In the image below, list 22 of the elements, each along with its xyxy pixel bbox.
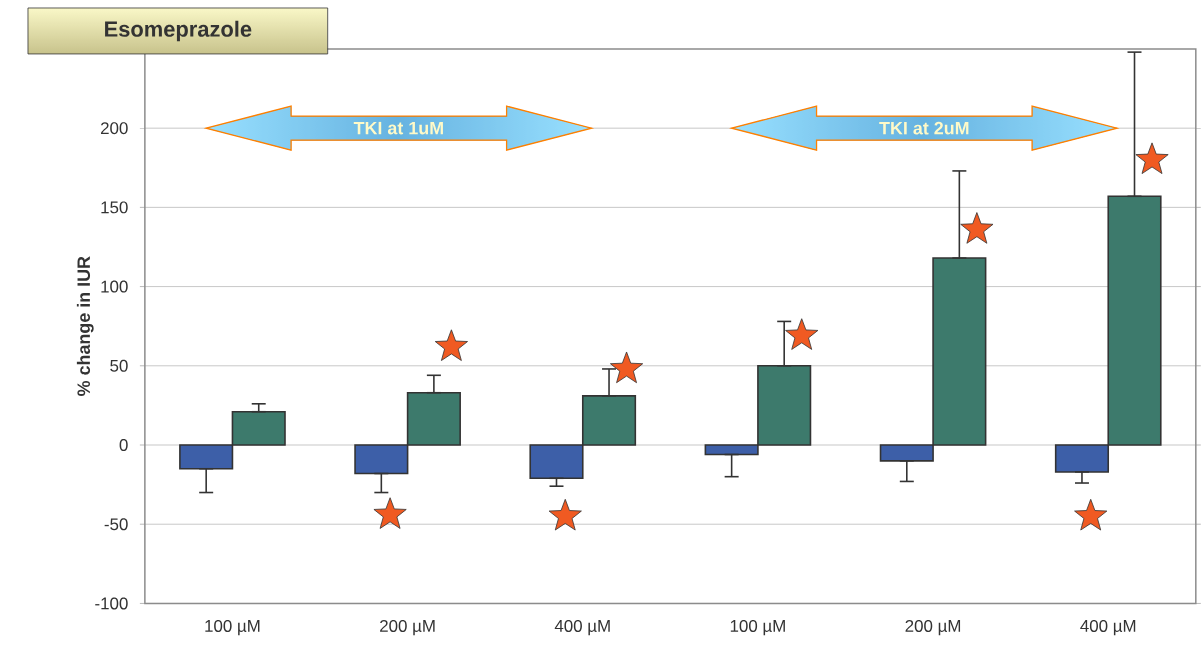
x-tick-label: 400 µM [1080,619,1136,636]
y-axis-title: % change in IUR [76,256,94,396]
point [434,329,468,361]
y-tick-label: 100 [101,280,128,293]
x-tick-label: 100 µM [730,619,785,636]
x-tick-label: 200 µM [380,619,435,636]
y-tick-label: 150 [101,201,128,214]
y-tick-label: 0 [119,438,128,451]
annotation: TKI at 2uM [879,121,969,135]
x-tick-label: 200 µM [905,619,961,636]
y-tick-label: 200 [101,121,128,134]
y-tick-label: -100 [95,597,128,610]
point [960,211,994,244]
point [1135,142,1169,174]
point [785,318,819,350]
y-tick-label: -50 [104,518,128,531]
x-tick-label: 100 µM [205,619,260,636]
point [610,351,644,383]
y-tick-label: 50 [110,359,128,372]
x-tick-label: 400 µM [554,619,610,636]
annotation: TKI at 1uM [353,121,443,135]
chart-title: Esomeprazole [105,20,252,41]
